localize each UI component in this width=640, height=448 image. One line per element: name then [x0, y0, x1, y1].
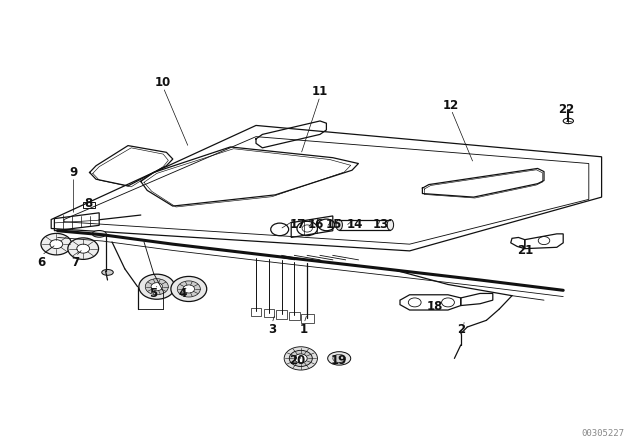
Text: 17: 17 — [289, 217, 306, 231]
Text: 14: 14 — [347, 217, 364, 231]
Circle shape — [171, 276, 207, 302]
Circle shape — [294, 354, 307, 363]
Text: 7: 7 — [72, 255, 79, 269]
Text: 12: 12 — [443, 99, 460, 112]
Bar — [289, 312, 300, 320]
Ellipse shape — [336, 220, 342, 230]
Text: 19: 19 — [331, 354, 348, 367]
Text: 00305227: 00305227 — [581, 429, 624, 438]
Text: 22: 22 — [558, 103, 575, 116]
Circle shape — [289, 350, 312, 366]
Bar — [301, 314, 314, 323]
Text: 16: 16 — [307, 217, 324, 231]
Ellipse shape — [333, 354, 346, 362]
Bar — [276, 310, 287, 319]
Text: 8: 8 — [84, 197, 92, 211]
Text: 11: 11 — [312, 85, 328, 99]
Bar — [251, 308, 261, 316]
Circle shape — [41, 233, 72, 255]
Ellipse shape — [102, 269, 113, 275]
Ellipse shape — [387, 220, 394, 230]
Text: 21: 21 — [516, 244, 533, 258]
Circle shape — [183, 285, 195, 293]
Text: 10: 10 — [155, 76, 172, 90]
Text: 18: 18 — [427, 300, 444, 314]
Text: 6: 6 — [38, 255, 45, 269]
Circle shape — [284, 347, 317, 370]
Circle shape — [77, 244, 90, 253]
Text: 13: 13 — [372, 217, 389, 231]
Ellipse shape — [328, 352, 351, 365]
Circle shape — [50, 240, 63, 249]
Bar — [264, 309, 274, 317]
Ellipse shape — [92, 230, 106, 237]
Circle shape — [177, 281, 200, 297]
Circle shape — [151, 283, 163, 291]
Ellipse shape — [563, 118, 573, 124]
Text: 4: 4 — [179, 287, 186, 300]
Text: 1: 1 — [300, 323, 308, 336]
Circle shape — [139, 274, 175, 299]
Circle shape — [68, 238, 99, 259]
Text: 9: 9 — [70, 166, 77, 179]
Text: 2: 2 — [457, 323, 465, 336]
Text: 20: 20 — [289, 354, 306, 367]
Circle shape — [145, 279, 168, 295]
Text: 5: 5 — [150, 287, 157, 300]
Text: 3: 3 — [268, 323, 276, 336]
Text: 15: 15 — [325, 217, 342, 231]
